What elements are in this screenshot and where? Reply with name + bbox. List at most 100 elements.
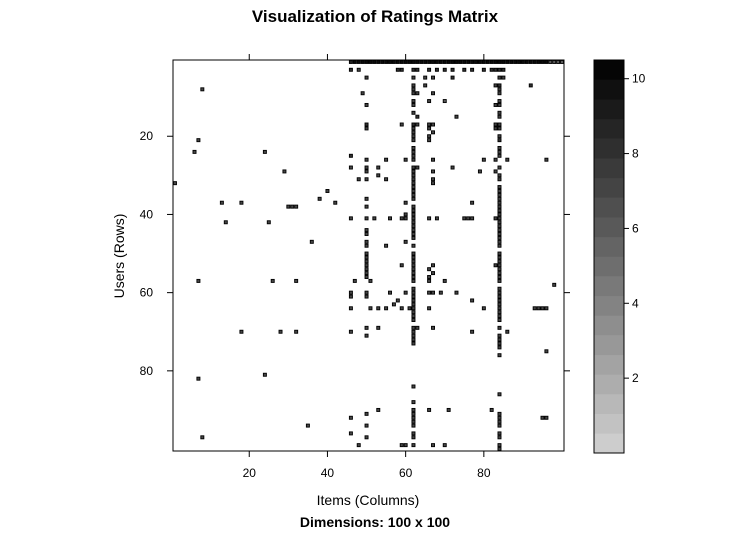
rating-cell (411, 216, 416, 221)
rating-cell (497, 153, 502, 158)
rating-cell (294, 204, 299, 209)
rating-cell (431, 75, 435, 80)
rating-cell (172, 181, 177, 186)
rating-cell (423, 75, 428, 80)
rating-cell (411, 318, 416, 322)
rating-cell (528, 59, 533, 64)
rating-cell (262, 372, 267, 377)
rating-cell (434, 216, 439, 221)
rating-cell (364, 263, 369, 268)
rating-cell (411, 75, 416, 80)
rating-cell (513, 59, 518, 64)
rating-cell (411, 443, 416, 448)
rating-cell (364, 232, 369, 236)
rating-cell (528, 83, 533, 88)
x-axis-label: Items (Columns) (317, 492, 420, 508)
rating-cell (497, 173, 502, 178)
rating-cell (411, 59, 416, 64)
rating-cell (368, 278, 373, 283)
rating-cell (497, 91, 502, 96)
rating-cell (497, 255, 502, 260)
rating-cell (497, 447, 502, 452)
rating-cell (497, 271, 502, 276)
colorbar-band (594, 374, 624, 395)
rating-cell (431, 91, 435, 96)
rating-cell (497, 149, 502, 154)
rating-cell (317, 196, 322, 201)
colorbar-band (594, 118, 624, 139)
rating-cell (364, 75, 369, 80)
rating-cell (376, 407, 381, 412)
rating-cell (384, 177, 389, 182)
rating-cell (497, 419, 502, 424)
rating-cell (497, 83, 502, 88)
rating-cell (364, 177, 369, 182)
rating-cell (536, 306, 541, 311)
rating-cell (489, 407, 494, 412)
rating-cell (493, 263, 498, 268)
rating-cell (411, 337, 416, 342)
rating-cell (223, 220, 228, 225)
colorbar-band (594, 217, 624, 238)
rating-cell (364, 333, 369, 338)
rating-cell (384, 157, 389, 162)
rating-cell (352, 59, 357, 64)
rating-cell (364, 267, 369, 272)
rating-cell (290, 204, 295, 209)
rating-cell (411, 263, 416, 268)
rating-cell (364, 251, 369, 256)
rating-cell (497, 294, 502, 299)
rating-cell (497, 353, 502, 358)
rating-cell (481, 306, 486, 311)
rating-cell (497, 333, 502, 338)
rating-cell (364, 196, 369, 201)
rating-cell (497, 392, 502, 397)
rating-cell (411, 431, 416, 436)
rating-cell (411, 126, 416, 131)
rating-cell (411, 271, 416, 276)
rating-cell (411, 255, 416, 260)
rating-cell (431, 181, 435, 186)
rating-cell (364, 239, 369, 244)
rating-cell (548, 59, 553, 64)
rating-cell (376, 306, 381, 311)
rating-cell (419, 59, 424, 64)
rating-cell (540, 306, 545, 311)
rating-cell (411, 415, 416, 420)
rating-cell (348, 290, 353, 295)
rating-cell (399, 216, 404, 221)
rating-cell (411, 99, 416, 104)
rating-cell (411, 189, 416, 193)
rating-cell (399, 443, 404, 448)
rating-cell (364, 423, 369, 428)
rating-cell (532, 306, 537, 311)
rating-cell (364, 411, 369, 416)
rating-cell (219, 200, 224, 205)
rating-cell (356, 67, 361, 72)
rating-cell (415, 114, 420, 119)
rating-cell (462, 59, 467, 64)
rating-cell (388, 290, 392, 295)
rating-cell (423, 83, 428, 88)
rating-cell (497, 177, 502, 182)
colorbar-tick-label: 8 (632, 147, 639, 161)
rating-cell (411, 310, 416, 315)
rating-cell (348, 216, 353, 221)
rating-cell (505, 157, 510, 162)
rating-cell (415, 122, 420, 127)
rating-cell (470, 59, 475, 64)
rating-cell (462, 216, 467, 221)
rating-cell (427, 59, 432, 64)
rating-cell (427, 216, 432, 221)
rating-cell (450, 59, 455, 64)
colorbar-band (594, 276, 624, 297)
rating-cell (411, 235, 416, 240)
rating-cell (364, 243, 369, 248)
rating-cell (411, 130, 416, 135)
rating-cell (552, 59, 557, 64)
rating-cell (200, 435, 205, 440)
rating-cell (325, 189, 330, 193)
rating-cell (403, 59, 408, 64)
rating-cell (411, 419, 416, 424)
rating-cell (364, 169, 369, 174)
